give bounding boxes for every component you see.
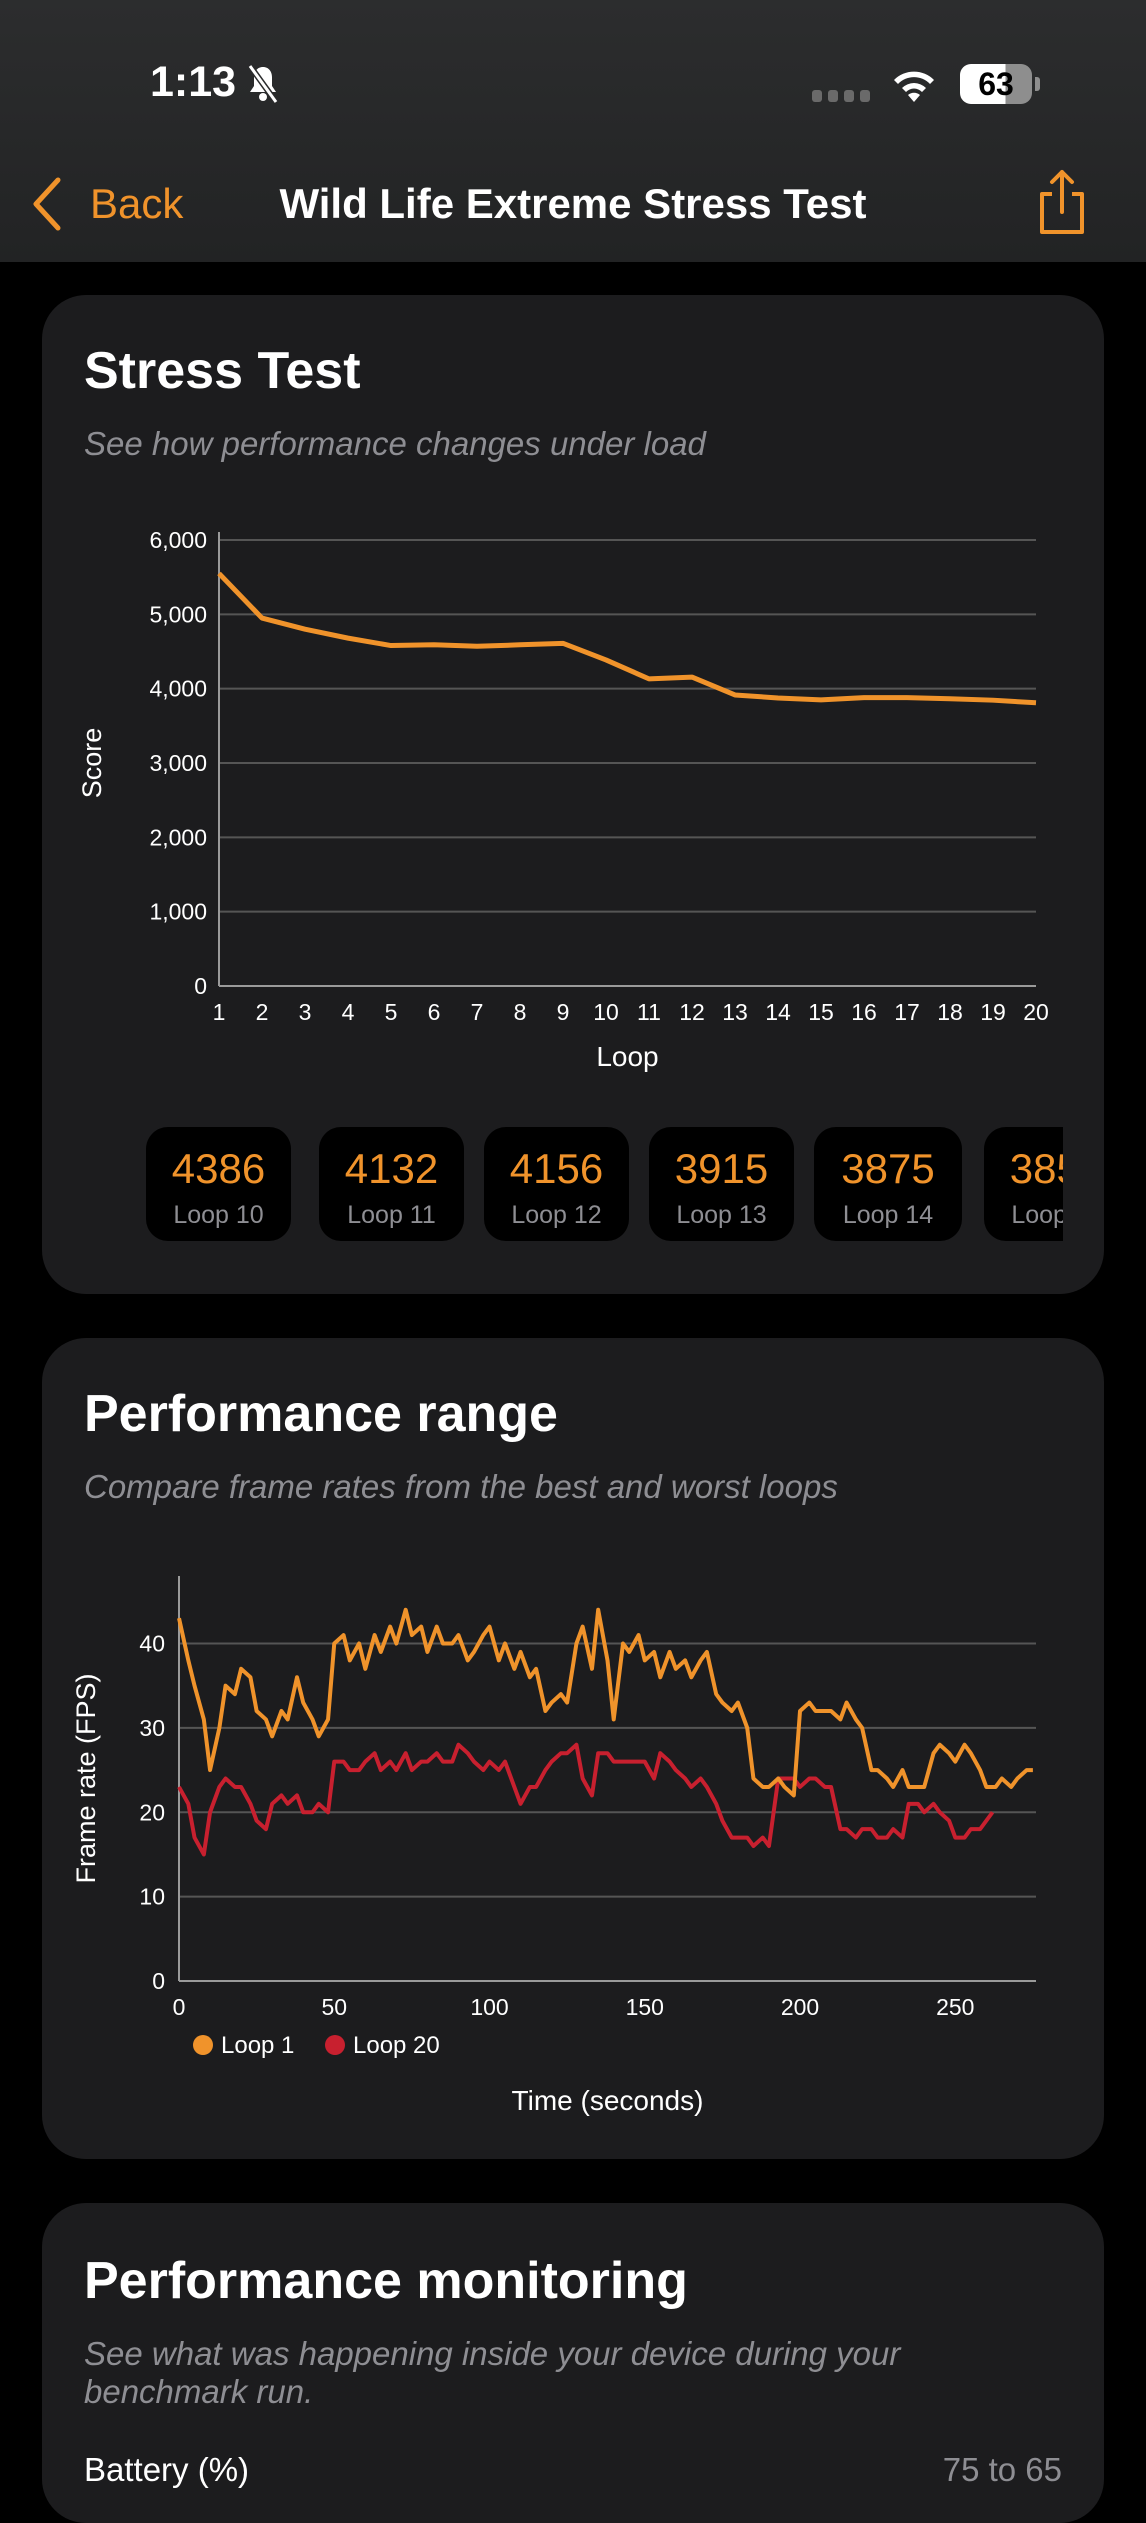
x-axis-label: Time (seconds) bbox=[512, 2085, 704, 2116]
x-tick-label: 3 bbox=[299, 999, 312, 1025]
chip-label: Loop 13 bbox=[676, 1201, 767, 1229]
x-tick-label: 19 bbox=[980, 999, 1006, 1025]
chip-label: Loop 11 bbox=[347, 1201, 436, 1229]
x-tick-label: 14 bbox=[765, 999, 791, 1025]
chip-score: 4156 bbox=[509, 1145, 604, 1192]
x-tick-label: 10 bbox=[593, 999, 619, 1025]
back-button[interactable]: Back bbox=[30, 176, 183, 232]
performance-monitoring-card: Performance monitoring See what was happ… bbox=[42, 2203, 1104, 2523]
battery-value: 75 to 65 bbox=[942, 2451, 1062, 2488]
wifi-icon bbox=[894, 71, 934, 102]
x-tick-label: 200 bbox=[781, 1994, 819, 2020]
bell-slash-icon bbox=[247, 64, 279, 104]
performance-range-title: Performance range bbox=[84, 1385, 558, 1443]
legend-label: Loop 20 bbox=[353, 2032, 440, 2059]
y-tick-label: 10 bbox=[139, 1884, 165, 1910]
performance-range-card: Performance range Compare frame rates fr… bbox=[42, 1338, 1104, 2159]
y-tick-label: 6,000 bbox=[149, 527, 207, 553]
back-label: Back bbox=[90, 180, 184, 227]
y-tick-label: 30 bbox=[139, 1715, 165, 1741]
battery-label: Battery (%) bbox=[84, 2451, 250, 2488]
x-tick-label: 13 bbox=[722, 999, 748, 1025]
chip-label: Loop 15 bbox=[1011, 1201, 1063, 1229]
x-tick-label: 15 bbox=[808, 999, 834, 1025]
x-tick-label: 1 bbox=[213, 999, 226, 1025]
loop-chip[interactable]: 4386 Loop 10 bbox=[146, 1127, 291, 1241]
loop-chip[interactable]: 3850 Loop 15 bbox=[984, 1127, 1063, 1241]
share-icon[interactable] bbox=[1034, 168, 1090, 236]
x-tick-label: 2 bbox=[256, 999, 269, 1025]
x-axis-label: Loop bbox=[596, 1041, 658, 1072]
chip-score: 4386 bbox=[171, 1145, 266, 1192]
legend-label: Loop 1 bbox=[221, 2032, 294, 2059]
score-series-line bbox=[217, 571, 1037, 706]
chip-label: Loop 10 bbox=[173, 1201, 264, 1229]
x-tick-label: 17 bbox=[894, 999, 920, 1025]
status-time: 1:13 bbox=[150, 58, 237, 106]
x-tick-label: 11 bbox=[637, 999, 661, 1025]
chip-label: Loop 14 bbox=[842, 1201, 934, 1229]
x-tick-label: 9 bbox=[557, 999, 570, 1025]
loop-chip[interactable]: 4156 Loop 12 bbox=[484, 1127, 629, 1241]
loop-chip[interactable]: 4132 Loop 11 bbox=[319, 1127, 464, 1241]
chevron-left-icon bbox=[33, 177, 61, 231]
chip-label: Loop 12 bbox=[511, 1201, 602, 1229]
y-tick-label: 0 bbox=[194, 973, 207, 999]
y-tick-label: 40 bbox=[139, 1631, 165, 1657]
x-tick-label: 18 bbox=[937, 999, 963, 1025]
stress-test-subtitle: See how performance changes under load bbox=[84, 425, 706, 462]
y-tick-label: 3,000 bbox=[149, 750, 207, 776]
chip-score: 3875 bbox=[841, 1145, 935, 1192]
stress-test-card: Stress Test See how performance changes … bbox=[42, 295, 1104, 1294]
x-tick-label: 150 bbox=[626, 1994, 664, 2020]
signal-icon bbox=[812, 90, 870, 102]
performance-range-subtitle: Compare frame rates from the best and wo… bbox=[84, 1468, 838, 1505]
y-tick-label: 20 bbox=[139, 1799, 165, 1825]
battery-icon: 63 bbox=[960, 64, 1032, 104]
y-axis-label: Score bbox=[77, 728, 107, 799]
x-tick-label: 6 bbox=[428, 999, 441, 1025]
fps-series-line-loop-1 bbox=[177, 1607, 1033, 1798]
chip-score: 3850 bbox=[1009, 1145, 1063, 1192]
battery-nub bbox=[1035, 77, 1040, 91]
performance-monitoring-title: Performance monitoring bbox=[84, 2252, 688, 2310]
x-tick-label: 7 bbox=[471, 999, 484, 1025]
fps-series-line-loop-20 bbox=[177, 1742, 995, 1857]
page-title: Wild Life Extreme Stress Test bbox=[279, 180, 867, 227]
x-tick-label: 0 bbox=[173, 1994, 186, 2020]
legend-marker bbox=[325, 2035, 345, 2055]
x-tick-label: 8 bbox=[514, 999, 527, 1025]
navigation-header: 1:13 63 Back Wild Life Extreme Stress Te… bbox=[0, 0, 1146, 262]
loop-chip[interactable]: 3915 Loop 13 bbox=[649, 1127, 794, 1241]
x-tick-label: 12 bbox=[679, 999, 705, 1025]
x-tick-label: 50 bbox=[321, 1994, 347, 2020]
y-tick-label: 4,000 bbox=[149, 676, 207, 702]
y-tick-label: 2,000 bbox=[149, 824, 207, 850]
loop-chip[interactable]: 3875 Loop 14 bbox=[814, 1127, 962, 1241]
frame-rate-line-chart: 0 10 20 30 40 0 50 100 150 200 250 Time (seconds) Fr… bbox=[71, 1576, 1036, 2116]
chip-score: 4132 bbox=[344, 1145, 439, 1192]
y-tick-label: 0 bbox=[152, 1968, 165, 1994]
x-tick-label: 100 bbox=[470, 1994, 508, 2020]
chip-score: 3915 bbox=[674, 1145, 769, 1192]
battery-row[interactable]: Battery (%) 75 to 65 bbox=[84, 2451, 1062, 2489]
x-tick-label: 16 bbox=[851, 999, 877, 1025]
y-tick-label: 5,000 bbox=[149, 601, 207, 627]
y-axis-label: Frame rate (FPS) bbox=[71, 1673, 101, 1883]
performance-monitoring-subtitle: See what was happening inside your devic… bbox=[84, 2335, 901, 2410]
x-tick-label: 5 bbox=[385, 999, 398, 1025]
y-tick-label: 1,000 bbox=[149, 899, 207, 925]
x-tick-label: 4 bbox=[342, 999, 355, 1025]
x-tick-label: 250 bbox=[936, 1994, 974, 2020]
x-tick-label: 20 bbox=[1023, 999, 1049, 1025]
stress-test-title: Stress Test bbox=[84, 342, 361, 400]
loop-score-chips[interactable]: 4386 Loop 10 4132 Loop 11 4156 Loop 12 3915… bbox=[146, 1127, 1063, 1241]
legend-marker bbox=[193, 2035, 213, 2055]
